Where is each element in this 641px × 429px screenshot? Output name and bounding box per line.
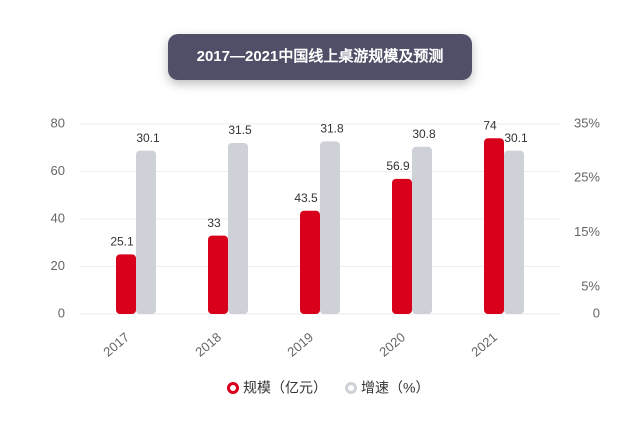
y-tick-label: 80 bbox=[51, 115, 65, 130]
y-tick-label: 60 bbox=[51, 163, 65, 178]
value-label: 30.1 bbox=[136, 131, 160, 145]
bar bbox=[320, 141, 340, 314]
value-label: 30.8 bbox=[412, 127, 436, 141]
x-tick-label: 2020 bbox=[376, 329, 408, 359]
y-tick-label: 20 bbox=[51, 258, 65, 273]
bar bbox=[504, 150, 524, 314]
y2-tick-label: 0 bbox=[593, 305, 600, 320]
y2-tick-label: 25% bbox=[574, 170, 600, 185]
x-tick-label: 2021 bbox=[468, 329, 500, 359]
title-box bbox=[168, 34, 472, 80]
bar bbox=[208, 235, 228, 314]
bar bbox=[484, 138, 504, 314]
value-label: 31.8 bbox=[320, 122, 344, 136]
legend-label: 规模（亿元） bbox=[243, 380, 327, 396]
value-label: 33 bbox=[207, 216, 221, 230]
chart-title: 2017—2021中国线上桌游规模及预测 bbox=[197, 47, 444, 65]
bar bbox=[136, 150, 156, 314]
bar bbox=[412, 146, 432, 314]
y-tick-label: 0 bbox=[58, 305, 65, 320]
bar bbox=[116, 254, 136, 314]
bar bbox=[300, 210, 320, 314]
y2-tick-label: 15% bbox=[574, 224, 600, 239]
y2-tick-label: 35% bbox=[574, 115, 600, 130]
y2-tick-label: 5% bbox=[581, 278, 600, 293]
value-label: 30.1 bbox=[504, 131, 528, 145]
bar bbox=[228, 143, 248, 314]
legend-marker bbox=[345, 382, 357, 394]
value-label: 56.9 bbox=[386, 159, 410, 173]
x-tick-label: 2019 bbox=[284, 329, 316, 359]
bar bbox=[392, 178, 412, 314]
value-label: 74 bbox=[483, 118, 497, 132]
value-label: 43.5 bbox=[294, 191, 318, 205]
legend-marker bbox=[227, 382, 239, 394]
legend-label: 增速（%） bbox=[361, 380, 429, 396]
x-tick-label: 2017 bbox=[100, 329, 132, 359]
value-label: 25.1 bbox=[110, 235, 134, 249]
value-label: 31.5 bbox=[228, 123, 252, 137]
x-tick-label: 2018 bbox=[192, 329, 224, 359]
y-tick-label: 40 bbox=[51, 210, 65, 225]
